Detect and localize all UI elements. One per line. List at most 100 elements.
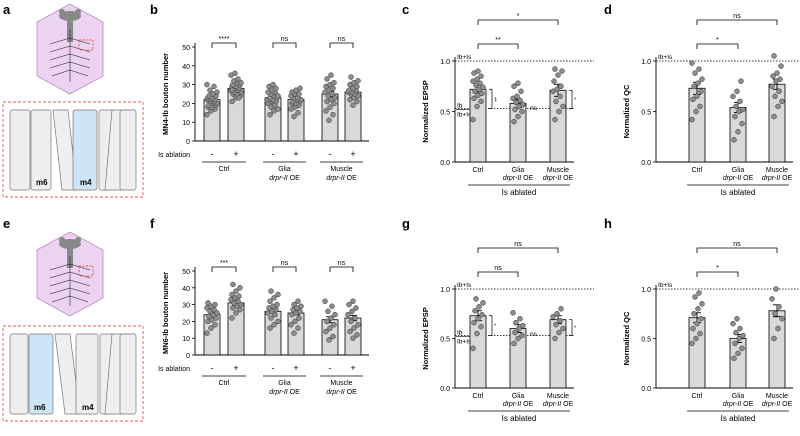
category-label: Muscle xyxy=(766,393,788,400)
comparison-bracket xyxy=(211,266,237,272)
comparison-bracket xyxy=(329,42,354,48)
significance-label: ns xyxy=(281,260,289,267)
comparison-bracket xyxy=(477,271,519,277)
data-point xyxy=(354,332,360,338)
data-point xyxy=(557,317,563,324)
y-tick-label: 50 xyxy=(182,45,190,52)
data-point xyxy=(275,106,281,112)
muscle-fibers xyxy=(9,333,137,415)
data-point xyxy=(348,74,354,80)
significance-label: ns xyxy=(281,36,289,43)
ablation-sign: + xyxy=(233,363,238,373)
data-point xyxy=(779,315,785,322)
y-axis-label: Normalized EPSP xyxy=(421,80,430,143)
data-point xyxy=(558,306,564,312)
ablated-label: Is ablated xyxy=(502,188,537,197)
data-point xyxy=(553,321,559,328)
y-tick-label: 0 xyxy=(186,353,190,360)
category-label: Glia xyxy=(512,393,525,400)
panel-label-h: h xyxy=(604,216,612,231)
data-point xyxy=(329,91,335,97)
data-point xyxy=(553,98,559,105)
genotype-suffix: OE xyxy=(741,175,753,182)
y-tick-label: 20 xyxy=(182,101,190,108)
ablation-sign: - xyxy=(272,363,275,373)
data-point xyxy=(475,68,481,74)
data-point xyxy=(214,89,220,95)
data-point xyxy=(347,328,353,335)
data-point xyxy=(779,98,785,105)
data-point xyxy=(551,78,557,84)
data-point xyxy=(731,137,737,143)
data-point xyxy=(478,98,484,105)
data-point xyxy=(560,103,566,110)
reference-label: Ib+Is xyxy=(457,111,472,118)
data-point xyxy=(732,340,738,347)
data-point xyxy=(690,96,696,103)
data-point xyxy=(295,325,301,331)
ablated-label: Is ablated xyxy=(502,414,537,423)
y-tick-label: 50 xyxy=(182,269,190,276)
genotype-label: drpr-II OE xyxy=(543,175,574,182)
data-point xyxy=(326,337,332,343)
data-point xyxy=(323,328,329,335)
data-point xyxy=(204,81,210,88)
side-bracket xyxy=(489,88,493,109)
genotype-name: drpr-II xyxy=(762,175,781,182)
y-axis-label: MN6-Ib bouton number xyxy=(161,272,170,354)
data-point xyxy=(270,81,276,88)
y-tick-label: 1.0 xyxy=(641,59,651,66)
data-point xyxy=(208,325,214,331)
zoom-box xyxy=(78,39,94,51)
data-point xyxy=(517,97,523,104)
data-point xyxy=(324,318,330,325)
data-point xyxy=(514,93,520,100)
reference-label: Ib xyxy=(457,330,463,337)
genotype-name: drpr-II xyxy=(269,175,288,182)
ablation-sign: + xyxy=(293,149,298,159)
y-tick-label: 20 xyxy=(182,319,190,326)
comparison-bracket xyxy=(272,42,297,48)
data-point xyxy=(560,325,566,332)
data-point xyxy=(739,120,745,127)
data-point xyxy=(324,76,330,82)
schematic-bottom: m6 m4 xyxy=(2,231,144,422)
data-point xyxy=(515,80,521,86)
data-point xyxy=(550,313,556,320)
data-point xyxy=(696,290,702,296)
data-point xyxy=(773,286,779,292)
data-point xyxy=(328,72,334,78)
category-label: Ctrl xyxy=(692,393,703,400)
data-point xyxy=(476,304,482,310)
significance-label: ns xyxy=(494,265,502,272)
data-point xyxy=(327,325,333,331)
data-point xyxy=(512,106,518,113)
data-point xyxy=(350,298,356,304)
data-point xyxy=(771,53,777,59)
data-point xyxy=(731,355,737,362)
panel-label-c: c xyxy=(402,2,409,17)
data-point xyxy=(515,113,521,120)
genotype-name: drpr-II xyxy=(269,389,288,396)
ablation-sign: - xyxy=(329,363,332,373)
genotype-name: drpr-II xyxy=(326,175,345,182)
data-point xyxy=(271,295,277,301)
data-point xyxy=(693,335,699,342)
genotype-label: drpr-II OE xyxy=(543,401,574,408)
data-point xyxy=(519,108,525,115)
comparison-bracket xyxy=(696,43,739,49)
data-point xyxy=(559,68,565,74)
comparison-bracket xyxy=(696,271,739,277)
comparison-bracket xyxy=(211,42,237,48)
data-point xyxy=(776,88,782,95)
genotype-label: drpr-II OE xyxy=(723,175,754,182)
data-point xyxy=(236,293,242,299)
comparison-bracket xyxy=(477,19,559,25)
data-point xyxy=(470,345,476,352)
data-point xyxy=(473,296,479,302)
data-point xyxy=(479,311,485,318)
data-point xyxy=(273,85,279,92)
data-point xyxy=(697,103,703,110)
